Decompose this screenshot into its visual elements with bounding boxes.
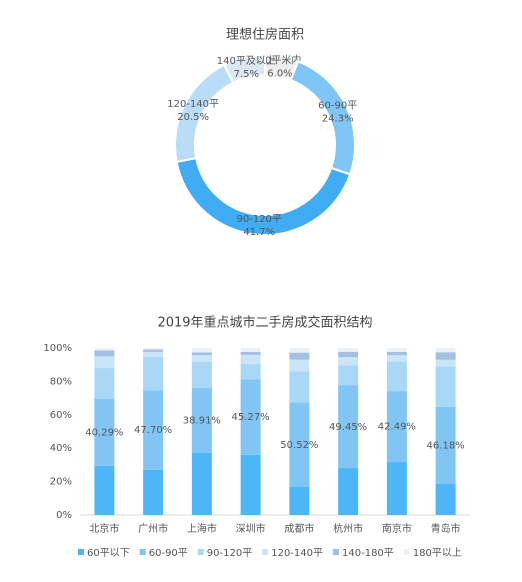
bar-segment [191,362,212,389]
segment-category: 60-90平 [318,101,357,112]
bar-segment [94,356,115,369]
bar-segment [143,469,164,515]
data-label: 46.18% [427,440,465,451]
legend-label: 90-120平 [207,548,252,559]
y-tick-label: 40% [50,443,72,454]
data-label: 49.45% [329,422,367,433]
segment-label: 7.5% [234,69,259,80]
legend-swatch [197,549,204,555]
x-tick-label: 广州市 [138,522,168,535]
y-tick-label: 0% [56,510,72,521]
x-tick-label: 杭州市 [333,522,363,535]
bar-segment [240,348,261,352]
bar-segment [94,348,115,351]
bar-segment [435,352,456,360]
bar-segment [143,349,164,353]
bar-segment [94,398,115,466]
segment-label: 41.7% [243,227,275,238]
bar-segment [191,348,212,353]
legend-label: 140-180平 [342,548,394,559]
legend-swatch [262,549,269,555]
y-tick-label: 80% [50,376,72,387]
bar-segment [435,406,456,484]
y-tick-label: 20% [50,477,72,488]
data-label: 50.52% [280,440,318,451]
bar-segment [240,454,261,515]
y-tick-label: 100% [43,343,72,354]
segment-label: 24.3% [322,114,354,125]
data-label: 42.49% [378,422,416,433]
y-tick-label: 60% [50,410,72,421]
bar-segment [386,361,407,392]
bar-segment [435,348,456,353]
bar-segment [143,352,164,358]
bar-segment [94,368,115,399]
legend-swatch [139,549,146,555]
x-tick-label: 深圳市 [236,522,266,535]
legend-label: 120-140平 [271,548,323,559]
bar-segment [386,391,407,463]
data-label: 47.70% [134,425,172,436]
legend-label: 60平以下 [87,548,130,559]
data-label: 38.91% [183,416,221,427]
bar-segment [191,388,212,454]
segment-category: 140平及以上 [217,55,276,67]
bar-segment [191,354,212,363]
bar-segment [338,365,359,386]
bar-segment [191,352,212,355]
bar-segment [240,379,261,455]
segment-label: 6.0% [267,68,292,79]
bar-segment [94,350,115,357]
bar-segment [435,359,456,367]
bar-segment [289,486,310,515]
bar-segment [289,359,310,372]
bar-segment [289,371,310,403]
bar-segment [338,348,359,352]
bar-segment [289,352,310,360]
bar-segment [338,357,359,366]
bar-segment [240,364,261,380]
legend-label: 180平以上 [413,547,462,559]
bar-segment [338,385,359,469]
bar-segment [143,348,164,350]
bar-segment [386,462,407,515]
bar-segment [94,465,115,515]
x-tick-label: 南京市 [382,522,412,535]
bar-segment [191,453,212,515]
data-label: 45.27% [232,412,270,423]
donut-segment [222,53,266,84]
bar-segment [435,366,456,407]
bar-segment [338,468,359,515]
bar-segment [338,351,359,358]
bar-segment [289,402,310,487]
bar-segment [386,348,407,352]
legend-swatch [403,549,410,555]
segment-category: 60平米内 [259,53,302,66]
legend-swatch [78,549,84,555]
bar-segment [386,355,407,362]
segment-category: 90-120平 [237,214,282,225]
bar-title: 2019年重点城市二手房成交面积结构 [157,315,372,331]
x-tick-label: 成都市 [284,522,314,535]
x-tick-label: 上海市 [187,522,217,535]
segment-category: 120-140平 [167,99,219,110]
bar-segment [386,351,407,356]
donut-title: 理想住房面积 [226,27,304,43]
segment-label: 20.5% [177,112,209,123]
bar-segment [289,348,310,353]
x-tick-label: 青岛市 [431,522,461,535]
x-tick-label: 北京市 [89,522,119,535]
bar-segment [143,357,164,391]
legend-swatch [333,549,340,555]
legend-label: 60-90平 [149,548,188,559]
bar-segment [240,354,261,365]
bar-segment [435,483,456,515]
data-label: 40.29% [85,427,123,438]
bar-segment [143,390,164,470]
bar-segment [240,351,261,355]
